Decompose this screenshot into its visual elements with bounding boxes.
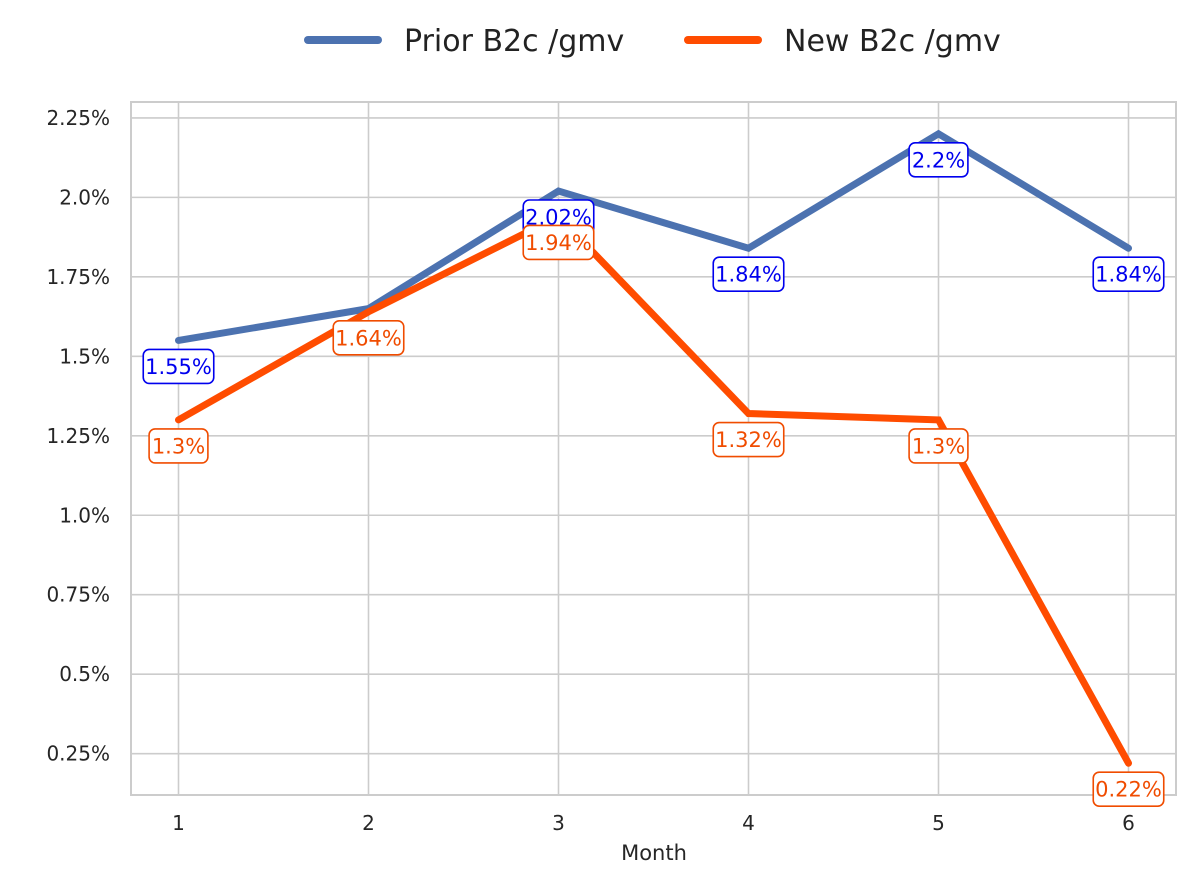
data-label-text: 1.55% — [145, 355, 212, 379]
data-point — [1128, 762, 1129, 764]
data-label: 1.32% — [712, 421, 785, 458]
data-point — [748, 247, 749, 249]
series-line — [175, 129, 1132, 344]
x-axis-label: Month — [621, 841, 687, 865]
x-tick-label: 6 — [1122, 811, 1135, 835]
y-tick-label: 0.5% — [59, 662, 110, 686]
data-point — [1128, 247, 1129, 249]
data-label-box — [1092, 256, 1165, 293]
data-label-text: 2.2% — [912, 148, 965, 172]
data-label-box — [1092, 771, 1165, 808]
data-label-text: 1.3% — [152, 434, 205, 458]
data-point — [938, 133, 939, 135]
x-tick-label: 5 — [932, 811, 945, 835]
data-point — [938, 419, 939, 421]
data-label: 1.55% — [142, 348, 215, 385]
data-label: 1.3% — [908, 428, 969, 464]
x-tick-label: 4 — [742, 811, 755, 835]
y-tick-label: 1.0% — [59, 503, 110, 527]
y-axis: 0.25% 0.5% 0.75% 1.0% 1.25% 1.5% 1.75% 2.0% 2.25… — [46, 106, 110, 766]
legend-item: Prior B2c /gmv — [304, 24, 624, 59]
x-tick-label: 3 — [552, 811, 565, 835]
y-tick-label: 1.75% — [46, 265, 110, 289]
legend-item: New B2c /gmv — [684, 24, 1001, 59]
data-point — [178, 419, 179, 421]
data-labels: 1.55%2.02%1.84%2.2%1.84%1.3%1.64%1.94%1.… — [142, 141, 1165, 808]
x-axis: 1 2 3 4 5 6 — [172, 811, 1135, 835]
data-label-box — [712, 256, 785, 293]
data-label-text: 1.84% — [715, 263, 782, 287]
y-tick-label: 0.25% — [46, 742, 110, 766]
data-label-box — [522, 224, 595, 261]
data-point — [748, 413, 749, 415]
data-label-text: 1.3% — [912, 434, 965, 458]
data-label: 1.94% — [522, 224, 595, 261]
data-label: 1.3% — [148, 428, 209, 464]
legend: Prior B2c /gmv New B2c /gmv — [304, 24, 1001, 59]
data-label-text: 1.32% — [715, 428, 782, 452]
plot-area — [130, 101, 1177, 796]
data-point — [178, 339, 179, 341]
x-tick-label: 1 — [172, 811, 185, 835]
legend-label: New B2c /gmv — [784, 24, 1001, 59]
data-label: 0.22% — [1092, 771, 1165, 808]
y-tick-label: 1.5% — [59, 344, 110, 368]
data-label: 2.2% — [908, 141, 969, 178]
data-label: 1.84% — [712, 256, 785, 293]
data-label-box — [908, 141, 969, 178]
data-label-box — [908, 428, 969, 464]
data-label-box — [142, 348, 215, 385]
grid — [131, 102, 1176, 795]
y-tick-label: 2.0% — [59, 185, 110, 209]
y-tick-label: 0.75% — [46, 583, 110, 607]
data-label-box — [148, 428, 209, 464]
y-tick-label: 2.25% — [46, 106, 110, 130]
legend-label: Prior B2c /gmv — [404, 24, 624, 59]
data-label-text: 1.64% — [335, 326, 402, 350]
data-label-box — [712, 421, 785, 458]
data-label: 1.84% — [1092, 256, 1165, 293]
data-label-text: 1.84% — [1095, 263, 1162, 287]
data-label: 1.64% — [332, 320, 405, 356]
y-tick-label: 1.25% — [46, 424, 110, 448]
x-tick-label: 2 — [362, 811, 375, 835]
data-label-text: 1.94% — [525, 231, 592, 255]
data-point — [368, 311, 369, 313]
data-label-text: 0.22% — [1095, 778, 1162, 802]
data-point — [558, 190, 559, 192]
data-label-box — [332, 320, 405, 356]
